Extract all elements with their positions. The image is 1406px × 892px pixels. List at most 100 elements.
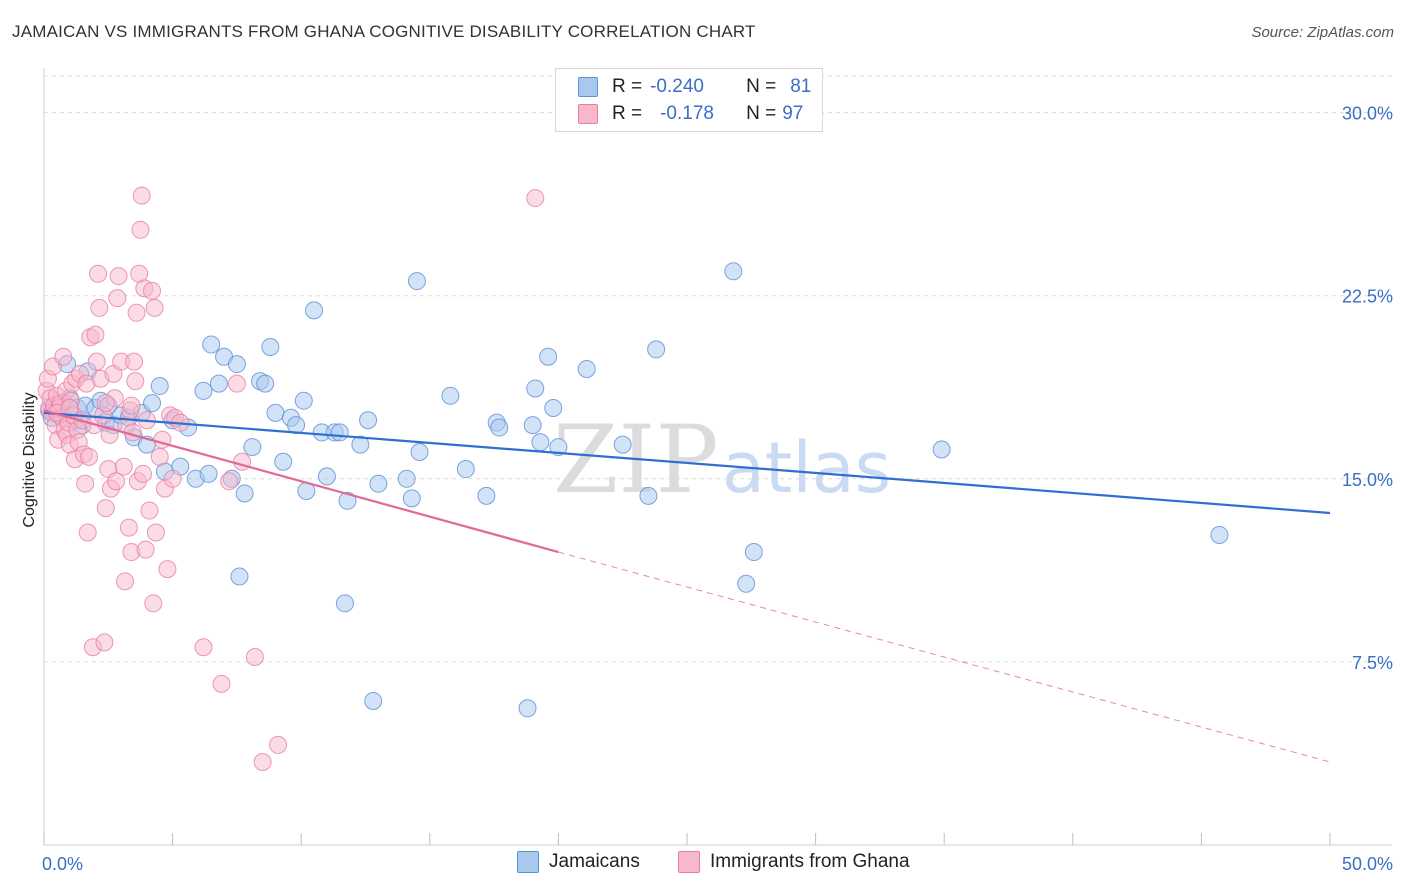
legend-r-value: -0.178 <box>660 103 714 124</box>
y-tick-label: 7.5% <box>1352 653 1393 673</box>
point-jamaicans <box>456 460 475 479</box>
point-jamaicans <box>364 691 383 710</box>
watermark: ZIP atlas <box>553 406 891 515</box>
point-jamaicans <box>143 394 162 413</box>
point-jamaicans <box>407 272 426 291</box>
point-jamaicans <box>737 574 756 593</box>
point-jamaicans <box>932 440 951 459</box>
point-jamaicans <box>744 543 763 562</box>
legend-n-label: N = <box>746 76 777 97</box>
point-jamaicans <box>230 567 249 586</box>
trend-line-ghana <box>43 409 559 554</box>
legend-n-value: 81 <box>790 76 812 97</box>
point-ghana <box>96 394 115 413</box>
chart-title: JAMAICAN VS IMMIGRANTS FROM GHANA COGNIT… <box>12 22 756 41</box>
trend-line-jamaicans <box>43 411 1331 515</box>
legend-swatch-blue <box>578 77 598 97</box>
point-ghana <box>89 264 108 283</box>
point-ghana <box>144 594 163 613</box>
point-ghana <box>114 457 133 476</box>
point-jamaicans <box>338 491 357 510</box>
point-ghana <box>78 523 97 542</box>
point-ghana <box>109 267 128 286</box>
point-ghana <box>132 186 151 205</box>
point-ghana <box>122 396 141 415</box>
point-jamaicans <box>330 423 349 442</box>
point-ghana <box>163 469 182 488</box>
legend-label-jamaicans: Jamaicans <box>549 851 640 872</box>
point-ghana <box>220 472 239 491</box>
point-ghana <box>107 472 126 491</box>
point-ghana <box>158 560 177 579</box>
legend-r-value: -0.240 <box>650 76 704 97</box>
point-jamaicans <box>477 486 496 505</box>
legend-swatch-blue <box>517 851 539 873</box>
point-jamaicans <box>402 489 421 508</box>
point-ghana <box>95 633 114 652</box>
point-ghana <box>76 474 95 493</box>
point-jamaicans <box>577 359 596 378</box>
point-jamaicans <box>441 386 460 405</box>
legend-row-jamaicans: R = -0.240 N = 81 <box>578 75 811 99</box>
legend-item-jamaicans[interactable]: Jamaicans <box>517 851 640 873</box>
point-jamaicans <box>202 335 221 354</box>
point-jamaicans <box>613 435 632 454</box>
trend-line-ghana <box>558 551 1331 763</box>
point-jamaicans <box>294 391 313 410</box>
trend-lines <box>43 409 1331 763</box>
y-tick-label: 30.0% <box>1342 104 1393 124</box>
point-jamaicans <box>274 452 293 471</box>
point-ghana <box>136 540 155 559</box>
point-jamaicans <box>1210 525 1229 544</box>
point-jamaicans <box>549 438 568 457</box>
y-tick-label: 15.0% <box>1342 470 1393 490</box>
point-jamaicans <box>490 418 509 437</box>
y-tick-label: 22.5% <box>1342 287 1393 307</box>
point-jamaicans <box>266 403 285 422</box>
point-ghana <box>526 189 545 208</box>
point-ghana <box>227 374 246 393</box>
series-legend: Jamaicans Immigrants from Ghana <box>0 851 1406 877</box>
point-jamaicans <box>199 464 218 483</box>
point-jamaicans <box>209 374 228 393</box>
legend-item-ghana[interactable]: Immigrants from Ghana <box>678 851 910 873</box>
point-ghana <box>125 352 144 371</box>
point-jamaicans <box>243 438 262 457</box>
point-ghana <box>134 464 153 483</box>
point-ghana <box>54 347 73 366</box>
point-jamaicans <box>410 442 429 461</box>
point-jamaicans <box>359 411 378 430</box>
point-ghana <box>86 325 105 344</box>
point-ghana <box>140 501 159 520</box>
legend-n-label: N = <box>746 103 777 124</box>
legend-row-ghana: R = -0.178 N = 97 <box>578 102 803 126</box>
point-ghana <box>80 447 99 466</box>
point-ghana <box>116 572 135 591</box>
point-ghana <box>194 638 213 657</box>
point-jamaicans <box>639 486 658 505</box>
legend-swatch-pink <box>678 851 700 873</box>
x-tick-label: 50.0% <box>1342 854 1393 874</box>
point-ghana <box>146 523 165 542</box>
point-ghana <box>212 674 231 693</box>
point-jamaicans <box>531 433 550 452</box>
point-ghana <box>145 298 164 317</box>
point-ghana <box>119 518 138 537</box>
legend-swatch-pink <box>578 104 598 124</box>
y-axis-title: Cognitive Disability <box>21 392 38 527</box>
point-jamaicans <box>369 474 388 493</box>
watermark-zip: ZIP <box>553 406 719 515</box>
axes <box>43 68 1392 846</box>
stats-legend: R = -0.240 N = 81 R = -0.178 N = 97 <box>555 68 823 132</box>
legend-r-label: R = <box>612 103 643 124</box>
point-jamaicans <box>256 374 275 393</box>
point-ghana <box>150 447 169 466</box>
point-jamaicans <box>305 301 324 320</box>
point-ghana <box>253 752 272 771</box>
point-jamaicans <box>397 469 416 488</box>
legend-label-ghana: Immigrants from Ghana <box>710 851 910 872</box>
point-ghana <box>90 298 109 317</box>
tick-labels: 7.5% 15.0% 22.5% 30.0% 0.0% 50.0% Cognitive Di… <box>21 104 1393 874</box>
point-ghana <box>143 281 162 300</box>
